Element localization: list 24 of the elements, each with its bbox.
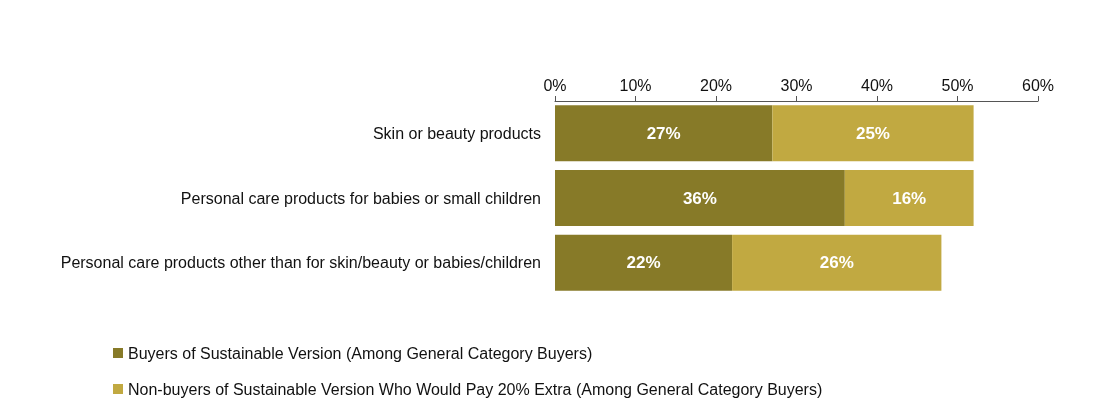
- y-tick-label: Personal care products for babies or small children: [180, 189, 541, 207]
- x-tick-label: 30%: [780, 76, 813, 94]
- y-tick-label: Personal care products other than for skin/beauty or babies/children: [60, 254, 541, 272]
- bar: [555, 170, 845, 226]
- legend-label: Buyers of Sustainable Version (Among General Category Buyers): [128, 344, 593, 362]
- x-tick-label: 10%: [619, 76, 652, 94]
- x-tick-label: 50%: [941, 76, 974, 94]
- data-label: 27%: [646, 123, 681, 143]
- data-label: 36%: [682, 188, 717, 208]
- y-tick-label: Skin or beauty products: [372, 124, 541, 142]
- data-label: 16%: [892, 188, 927, 208]
- bar: [844, 170, 974, 226]
- x-tick-label: 60%: [1021, 76, 1055, 94]
- x-tick-label: 20%: [699, 76, 733, 94]
- data-label: 26%: [819, 253, 854, 273]
- bar: [555, 105, 773, 162]
- bar: [732, 234, 942, 291]
- x-tick-label: 40%: [860, 76, 894, 94]
- legend-label: Non-buyers of Sustainable Version Who Would Pay 20% Extra (Among General Category Buyers): [128, 380, 823, 398]
- data-label: 25%: [855, 123, 890, 143]
- data-label: 22%: [626, 253, 661, 273]
- x-tick-label: 0%: [543, 76, 567, 94]
- bar: [772, 105, 974, 162]
- bar: [555, 234, 733, 291]
